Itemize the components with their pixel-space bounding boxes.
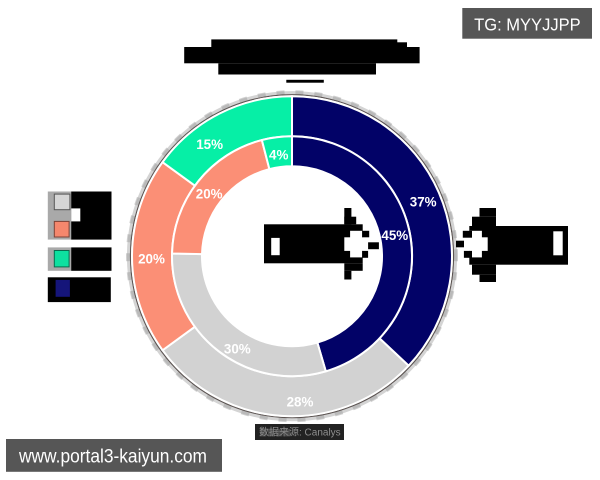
svg-text:20%: 20% — [138, 252, 165, 267]
svg-text:45%: 45% — [381, 228, 408, 243]
svg-text:30%: 30% — [224, 342, 251, 357]
svg-text:28%: 28% — [287, 395, 314, 410]
svg-text:数据来源: Canalys: 数据来源: Canalys — [259, 426, 341, 439]
svg-text:www.portal3-kaiyun.com: www.portal3-kaiyun.com — [18, 446, 207, 467]
svg-text:37%: 37% — [410, 195, 437, 210]
svg-text:TG: MYYJJPP: TG: MYYJJPP — [474, 15, 581, 35]
svg-text:20%: 20% — [196, 186, 223, 201]
svg-text:4%: 4% — [269, 148, 288, 163]
svg-text:15%: 15% — [196, 137, 223, 152]
